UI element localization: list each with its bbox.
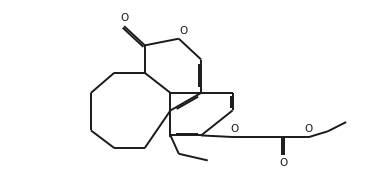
Text: O: O xyxy=(230,124,238,135)
Text: O: O xyxy=(280,158,288,168)
Text: O: O xyxy=(305,124,313,135)
Text: O: O xyxy=(120,13,128,23)
Text: O: O xyxy=(180,26,188,36)
